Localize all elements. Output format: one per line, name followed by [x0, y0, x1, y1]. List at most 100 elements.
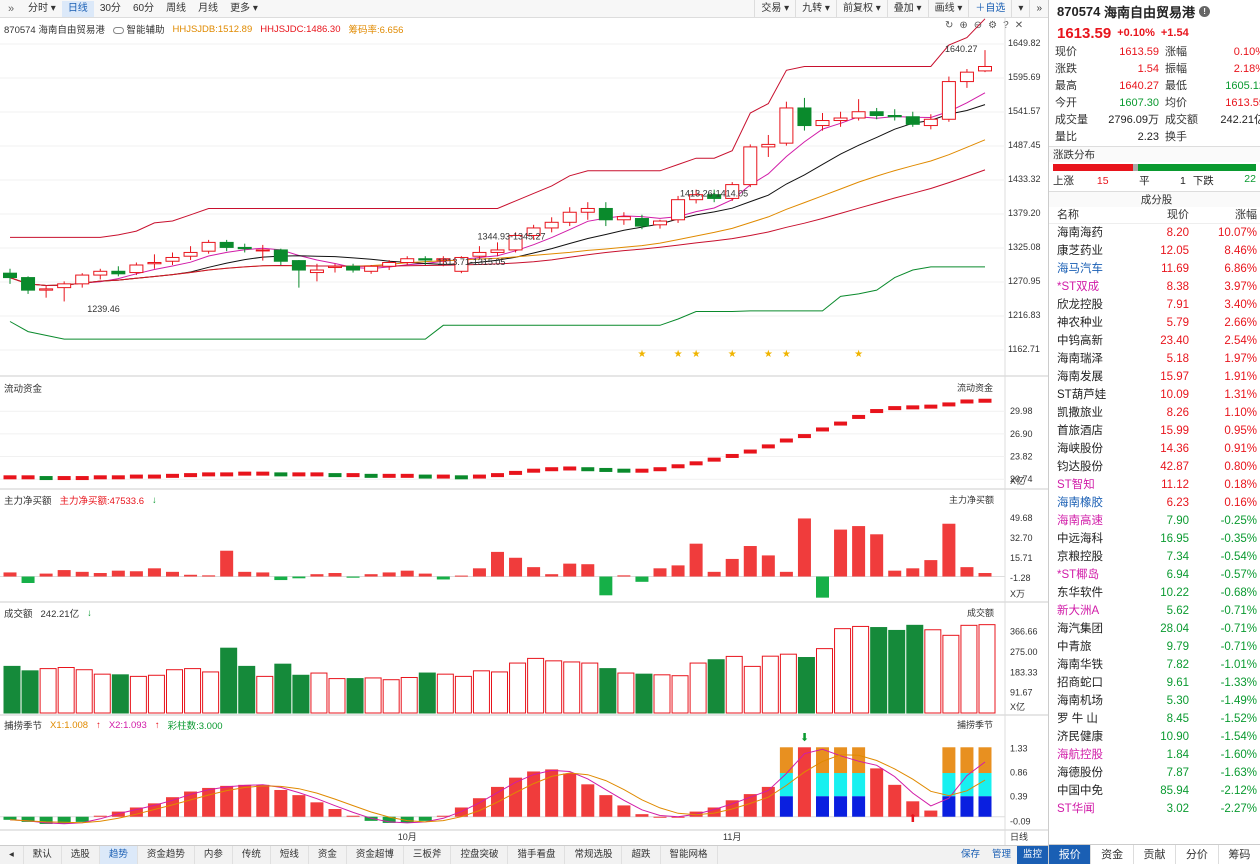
constituent-row[interactable]: 海汽集团 28.04 -0.71% [1049, 620, 1260, 638]
bottom-tab[interactable]: 内参 [195, 846, 233, 864]
bottom-action-button[interactable]: 保存 [960, 849, 980, 860]
constituent-row[interactable]: 海马汽车 11.69 6.86% [1049, 260, 1260, 278]
season-color-bar [816, 796, 829, 817]
constituent-row[interactable]: 新大洲A 5.62 -0.71% [1049, 602, 1260, 620]
sidebar-tab[interactable]: 筹码 [1219, 845, 1260, 864]
period-tab[interactable]: 日线 [61, 0, 94, 17]
bottom-tab[interactable]: 智能网格 [661, 846, 718, 864]
constituents-column-header[interactable]: 名称 [1057, 209, 1079, 221]
toolbar-button[interactable]: 画线 ▾ [927, 0, 969, 18]
constituent-row[interactable]: 康芝药业 12.05 8.46% [1049, 242, 1260, 260]
period-tab[interactable]: 周线 [166, 2, 187, 14]
constituent-row[interactable]: 海南橡胶 6.23 0.16% [1049, 494, 1260, 512]
constituent-name: 中远海科 [1057, 533, 1103, 545]
constituent-row[interactable]: 欣龙控股 7.91 3.40% [1049, 296, 1260, 314]
constituents-column-header[interactable]: 现价 [1167, 209, 1189, 221]
toolbar-button[interactable]: 交易 ▾ [754, 0, 795, 18]
bottom-tab[interactable]: 默认 [24, 846, 62, 864]
quote-label: 振幅 [1165, 63, 1187, 75]
add-watchlist-button[interactable]: ＋自选 [968, 0, 1011, 18]
constituent-row[interactable]: 海德股份 7.87 -1.63% [1049, 764, 1260, 782]
liquidity-segment [491, 473, 504, 478]
constituent-row[interactable]: 海南机场 5.30 -1.49% [1049, 692, 1260, 710]
toolbar-button[interactable]: 九转 ▾ [795, 0, 836, 18]
period-tab[interactable]: 60分 [132, 2, 155, 14]
constituent-row[interactable]: 中远海科 16.95 -0.35% [1049, 530, 1260, 548]
liquidity-segment [797, 434, 811, 439]
constituent-row[interactable]: ST智知 11.12 0.18% [1049, 476, 1260, 494]
bottom-tab[interactable]: 传统 [233, 846, 271, 864]
constituent-row[interactable]: 海南高速 7.90 -0.25% [1049, 512, 1260, 530]
constituent-row[interactable]: 海航控股 1.84 -1.60% [1049, 746, 1260, 764]
season-title: 捕捞季节 [4, 721, 43, 732]
turnover-bar [870, 627, 888, 714]
constituent-row[interactable]: 中钨高新 23.40 2.54% [1049, 332, 1260, 350]
constituent-row[interactable]: 海南海药 8.20 10.07% [1049, 224, 1260, 242]
constituent-name: 中青旅 [1057, 641, 1092, 653]
bottom-scroll-left-icon[interactable]: ◂ [0, 846, 24, 864]
settings-icon[interactable]: ⚙ [988, 20, 998, 31]
constituent-row[interactable]: 凯撒旅业 8.26 1.10% [1049, 404, 1260, 422]
constituent-row[interactable]: 海南华铁 7.82 -1.01% [1049, 656, 1260, 674]
constituent-row[interactable]: *ST双成 8.38 3.97% [1049, 278, 1260, 296]
constituent-row[interactable]: 罗 牛 山 8.45 -1.52% [1049, 710, 1260, 728]
constituent-row[interactable]: 东华软件 10.22 -0.68% [1049, 584, 1260, 602]
candle-body [779, 107, 794, 144]
dropdown-icon[interactable]: ▾ [1011, 0, 1029, 18]
liquidity-segment [21, 475, 35, 480]
bottom-tab[interactable]: 资金 [309, 846, 347, 864]
period-tab[interactable]: 更多 ▾ [230, 2, 258, 14]
constituent-row[interactable]: 中国中免 85.94 -2.12% [1049, 782, 1260, 800]
bottom-tab[interactable]: 趋势 [99, 846, 138, 864]
turnover-bar [454, 675, 472, 714]
bottom-tab[interactable]: 选股 [62, 846, 100, 864]
period-tab[interactable]: 月线 [198, 2, 219, 14]
sidebar-tab[interactable]: 报价 [1049, 845, 1092, 864]
zoom-in-icon[interactable]: ⊕ [959, 20, 968, 31]
mainflow-bar [924, 560, 938, 577]
constituent-row[interactable]: ST华闻 3.02 -2.27% [1049, 800, 1260, 818]
constituent-row[interactable]: 中青旅 9.79 -0.71% [1049, 638, 1260, 656]
bottom-tab[interactable]: 常规选股 [565, 846, 623, 864]
bottom-tab[interactable]: 资金趋势 [138, 846, 195, 864]
expand-right-icon[interactable]: » [1029, 0, 1048, 18]
sidebar-tab[interactable]: 贡献 [1134, 845, 1177, 864]
toolbar-button[interactable]: 叠加 ▾ [886, 0, 928, 18]
bottom-tab[interactable]: 控盘突破 [451, 846, 509, 864]
mainflow-bar [21, 576, 35, 583]
kline-chart-area[interactable]: 1640.27 1239.46 1344.93-1345.27 1313.71-131… [0, 0, 1048, 845]
constituent-row[interactable]: 京粮控股 7.34 -0.54% [1049, 548, 1260, 566]
bottom-tab[interactable]: 三板斧 [404, 846, 452, 864]
constituent-row[interactable]: *ST椰岛 6.94 -0.57% [1049, 566, 1260, 584]
bottom-action-button[interactable]: 监控 [1016, 846, 1048, 864]
period-tab[interactable]: 30分 [99, 2, 121, 14]
constituent-row[interactable]: 海南瑞泽 5.18 1.97% [1049, 350, 1260, 368]
refresh-icon[interactable]: ↻ [945, 20, 954, 31]
bottom-tab[interactable]: 资金超博 [347, 846, 404, 864]
constituent-row[interactable]: 海峡股份 14.36 0.91% [1049, 440, 1260, 458]
constituent-row[interactable]: 钧达股份 42.87 0.80% [1049, 458, 1260, 476]
bottom-action-button[interactable]: 管理 [991, 849, 1011, 860]
constituent-row[interactable]: 济民健康 10.90 -1.54% [1049, 728, 1260, 746]
constituent-row[interactable]: 招商蛇口 9.61 -1.33% [1049, 674, 1260, 692]
sidebar-tab[interactable]: 分价 [1176, 845, 1219, 864]
sidebar-tab[interactable]: 资金 [1091, 845, 1134, 864]
info-icon[interactable]: ! [1199, 5, 1211, 17]
constituent-row[interactable]: 首旅酒店 15.99 0.95% [1049, 422, 1260, 440]
bottom-tab[interactable]: 超跌 [622, 846, 661, 864]
close-icon[interactable]: ✕ [1014, 20, 1024, 31]
help-icon[interactable]: ? [1003, 20, 1009, 31]
constituent-row[interactable]: 神农种业 5.79 2.66% [1049, 314, 1260, 332]
bottom-tab[interactable]: 短线 [271, 846, 309, 864]
collapse-left-icon[interactable]: » [7, 2, 15, 15]
toolbar-button[interactable]: 前复权 ▾ [835, 0, 887, 18]
constituents-column-header[interactable]: 涨幅 [1235, 209, 1257, 221]
constituent-row[interactable]: 海南发展 15.97 1.91% [1049, 368, 1260, 386]
turnover-bar [906, 624, 924, 714]
bottom-tab[interactable]: 猎手看盘 [508, 846, 566, 864]
period-tab[interactable]: 分时 ▾ [28, 2, 56, 14]
smart-assist-toggle[interactable]: 智能辅助 [112, 22, 165, 36]
up-arrow-icon: ⬆ [908, 813, 917, 825]
smart-assist-label: 智能辅助 [126, 25, 165, 36]
constituent-row[interactable]: ST葫芦娃 10.09 1.31% [1049, 386, 1260, 404]
